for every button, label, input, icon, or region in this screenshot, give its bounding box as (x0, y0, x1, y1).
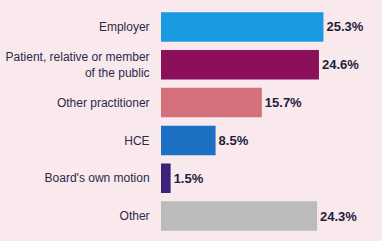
svg-text:Board's own motion: Board's own motion (45, 171, 150, 185)
svg-text:Other practitioner: Other practitioner (57, 96, 150, 110)
svg-text:15.7%: 15.7% (265, 95, 302, 110)
svg-text:24.3%: 24.3% (320, 209, 357, 224)
svg-text:Patient, relative or memberof: Patient, relative or memberof the public (6, 50, 150, 80)
svg-text:Employer: Employer (99, 20, 150, 34)
svg-text:25.3%: 25.3% (326, 19, 363, 34)
svg-text:HCE: HCE (124, 134, 149, 148)
svg-text:1.5%: 1.5% (174, 171, 204, 186)
svg-text:Other: Other (120, 209, 150, 223)
svg-text:8.5%: 8.5% (219, 133, 249, 148)
svg-text:24.6%: 24.6% (322, 57, 359, 72)
